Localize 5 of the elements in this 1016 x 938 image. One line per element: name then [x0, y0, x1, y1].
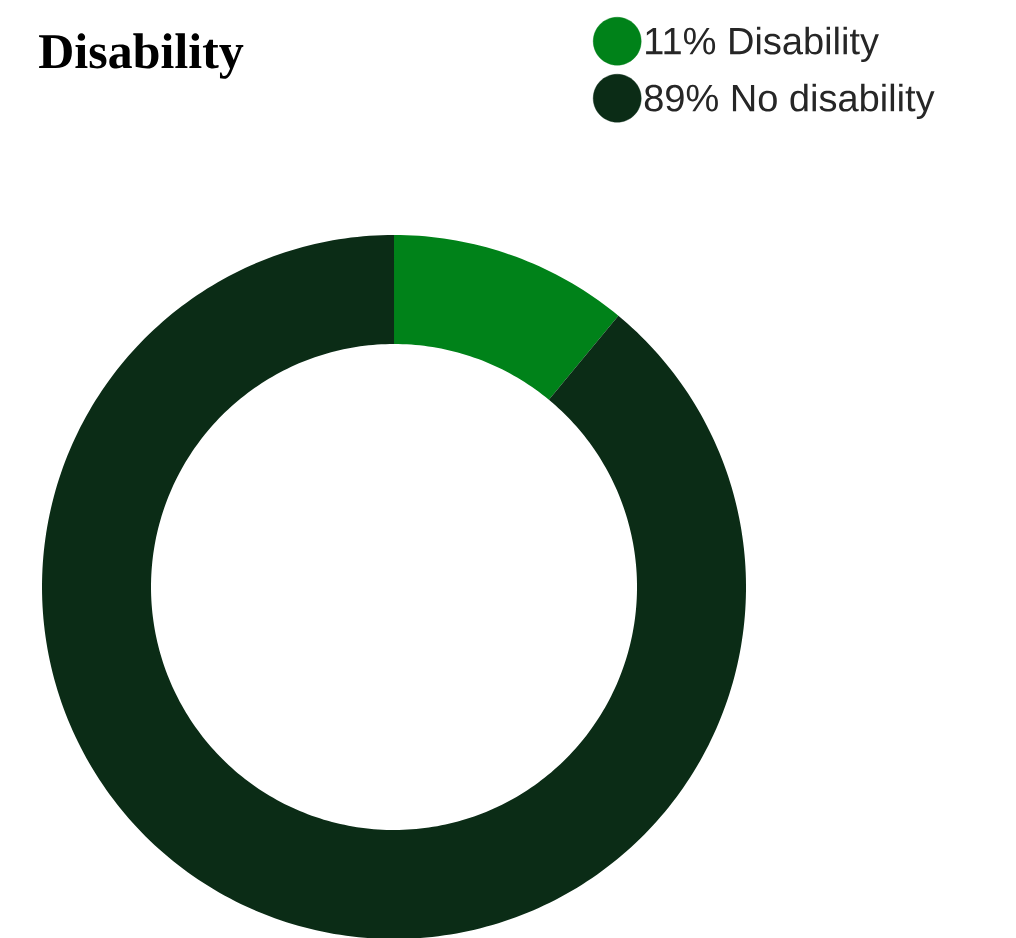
data-label: 11% [646, 27, 716, 55]
chart-title: Disability [39, 33, 244, 79]
slice-label: No disability [732, 83, 935, 120]
legend-label: Disability [730, 26, 879, 63]
data-label: 89% [644, 84, 718, 112]
